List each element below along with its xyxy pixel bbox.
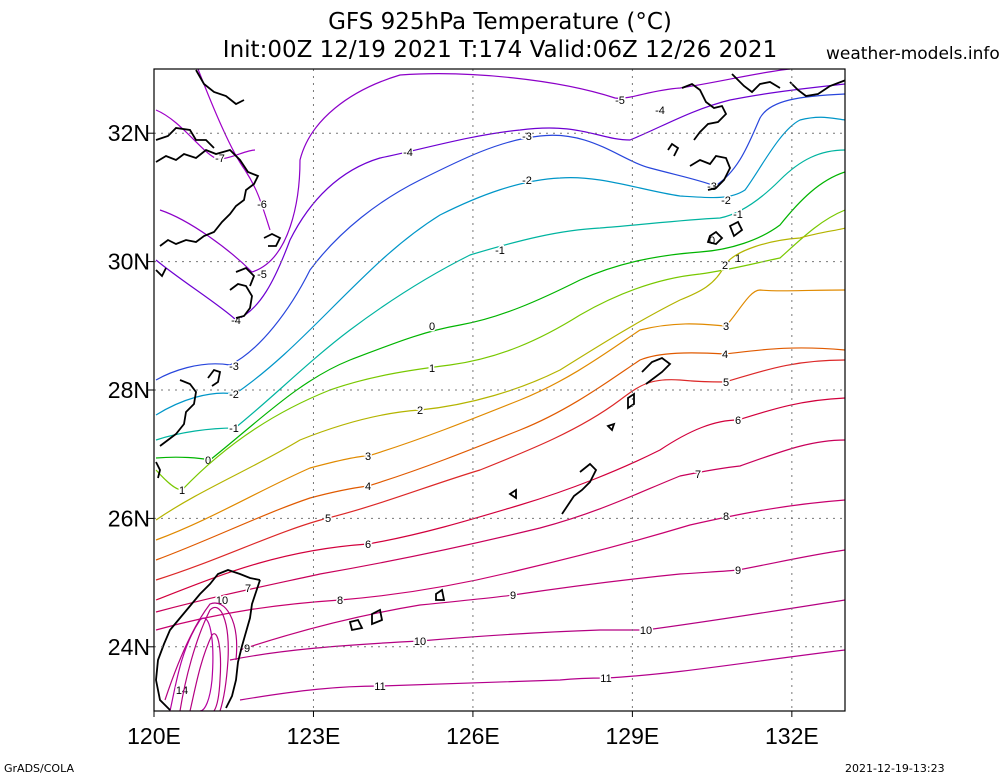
isotherm-line [155, 109, 256, 160]
contour-label: -4 [403, 147, 413, 159]
contour-label: 8 [723, 511, 729, 523]
site-watermark: weather-models.info [826, 44, 1000, 64]
contour-label: 0 [429, 321, 435, 333]
isotherm-contours: -7-6-5-5-4-4-4-3-3-3-2-2-2-1-1-100011122… [155, 69, 845, 711]
contour-label: 7 [245, 583, 251, 595]
lat-lon-grid [154, 69, 845, 711]
isotherm-line [155, 149, 845, 441]
isotherm-line [239, 649, 845, 701]
isotherm-line [155, 116, 845, 416]
isotherm-line [155, 227, 845, 521]
y-tick-label: 24N [108, 634, 150, 660]
contour-label: 0 [205, 455, 211, 467]
isotherm-line [155, 93, 845, 381]
isotherm-line [159, 69, 791, 273]
isotherm-line [155, 347, 845, 561]
map-subtitle: Init:00Z 12/19 2021 T:174 Valid:06Z 12/2… [222, 37, 778, 63]
contour-label: -7 [215, 153, 225, 165]
y-tick-label: 32N [108, 120, 150, 146]
contour-label: 3 [365, 451, 371, 463]
contour-label: 2 [417, 405, 423, 417]
contour-label: 4 [365, 481, 371, 493]
contour-label: 6 [735, 415, 741, 427]
coastlines [155, 69, 845, 711]
contour-label: 8 [337, 595, 343, 607]
isotherm-line [169, 617, 214, 711]
isotherm-line [155, 499, 845, 631]
contour-label: 5 [723, 377, 729, 389]
isotherm-line [155, 359, 845, 581]
contour-label: 14 [176, 685, 188, 697]
contour-label: 0 [709, 235, 715, 247]
isotherm-line [239, 549, 845, 651]
y-tick-label: 28N [108, 377, 150, 403]
contour-label: 10 [216, 595, 228, 607]
x-tick-label: 129E [606, 723, 660, 749]
contour-label: 10 [414, 636, 426, 648]
contour-label: -1 [733, 209, 743, 221]
contour-label: -5 [615, 95, 625, 107]
contour-label: 1 [429, 363, 435, 375]
plot-frame [153, 68, 846, 712]
isotherm-line [155, 439, 845, 613]
contour-label: -1 [229, 423, 239, 435]
map-title: GFS 925hPa Temperature (°C) [328, 9, 672, 35]
contour-label: 9 [510, 590, 516, 602]
x-tick-label: 126E [446, 723, 500, 749]
contour-label: -2 [721, 195, 731, 207]
isotherm-line [189, 633, 222, 711]
isotherm-line [229, 599, 845, 661]
isotherm-line [164, 602, 238, 701]
contour-label: 11 [600, 673, 611, 685]
isotherm-line [197, 69, 271, 231]
contour-label: 9 [735, 565, 741, 577]
contour-label: 9 [244, 643, 250, 655]
contour-label: 6 [365, 539, 371, 551]
axis-ticks: 120E 123E 126E 129E 132E 24N 26N 28N 30N 32N [108, 120, 819, 749]
contour-label: 7 [695, 469, 701, 481]
contour-label: -3 [707, 181, 717, 193]
contour-label: -6 [257, 199, 267, 211]
contour-label: -4 [655, 105, 665, 117]
contour-label: -1 [495, 245, 505, 257]
x-tick-label: 123E [287, 723, 341, 749]
contour-label: -3 [229, 361, 239, 373]
contour-label: 10 [640, 625, 652, 637]
contour-label: -5 [257, 269, 267, 281]
y-tick-label: 30N [108, 249, 150, 275]
x-tick-label: 120E [127, 723, 181, 749]
contour-label: -2 [522, 175, 532, 187]
contour-label: 11 [374, 681, 385, 693]
contour-label: 2 [722, 260, 728, 272]
contour-label: -2 [229, 389, 239, 401]
generation-timestamp: 2021-12-19-13:23 [845, 762, 945, 775]
contour-label: 4 [722, 349, 728, 361]
software-credit: GrADS/COLA [4, 762, 74, 775]
contour-label: 1 [179, 485, 185, 497]
isotherm-line [179, 607, 229, 711]
isotherm-line [155, 289, 845, 541]
contour-label: 1 [735, 253, 741, 265]
y-tick-label: 26N [108, 505, 150, 531]
contour-label: -3 [522, 131, 532, 143]
isotherm-line [155, 171, 845, 461]
contour-label: 5 [325, 513, 331, 525]
contour-label: 3 [723, 321, 729, 333]
isotherm-line [155, 397, 845, 601]
x-tick-label: 132E [765, 723, 819, 749]
